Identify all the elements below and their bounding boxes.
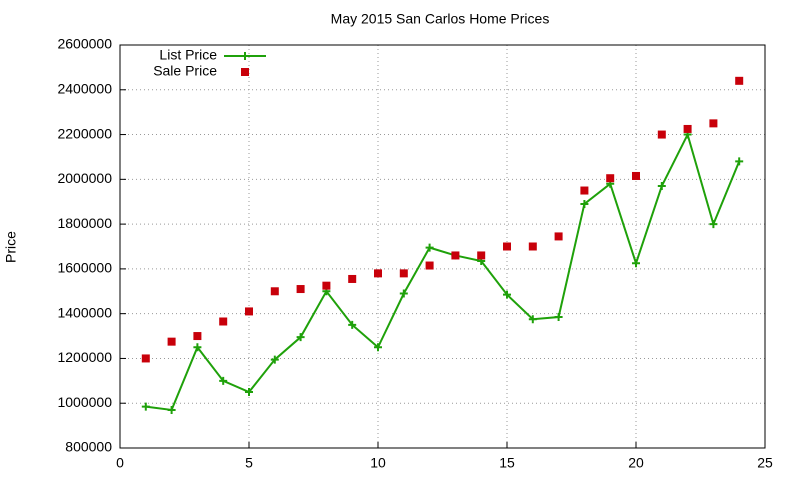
y-axis-label: Price bbox=[3, 231, 19, 263]
data-point bbox=[296, 285, 305, 294]
y-tick-label: 2200000 bbox=[57, 125, 112, 141]
legend-sample-marker bbox=[241, 52, 249, 60]
x-tick-label: 5 bbox=[245, 455, 253, 471]
data-point bbox=[270, 355, 279, 364]
data-point bbox=[632, 259, 640, 268]
data-point bbox=[735, 157, 744, 166]
y-tick-label: 1200000 bbox=[57, 349, 112, 365]
x-tick-label: 0 bbox=[116, 455, 124, 471]
data-point bbox=[554, 232, 563, 241]
y-tick-label: 1000000 bbox=[57, 394, 112, 410]
legend-label: List Price bbox=[159, 47, 217, 63]
x-tick-label: 20 bbox=[628, 455, 644, 471]
data-point bbox=[296, 333, 305, 342]
data-line bbox=[145, 131, 741, 412]
data-point bbox=[219, 376, 228, 385]
data-point bbox=[451, 251, 460, 260]
data-point bbox=[632, 171, 640, 180]
x-tick-label: 25 bbox=[757, 455, 773, 471]
data-point bbox=[528, 242, 537, 251]
data-point bbox=[503, 290, 511, 299]
chart-title: May 2015 San Carlos Home Prices bbox=[331, 11, 550, 27]
data-point bbox=[683, 124, 692, 133]
data-point bbox=[735, 76, 744, 85]
y-tick-label: 2400000 bbox=[57, 80, 112, 96]
x-tick-label: 10 bbox=[370, 455, 386, 471]
y-tick-label: 1800000 bbox=[57, 215, 112, 231]
x-tick-label: 15 bbox=[499, 455, 515, 471]
data-point bbox=[709, 119, 718, 128]
data-point bbox=[657, 182, 666, 191]
data-point bbox=[193, 332, 202, 341]
legend-sample-marker bbox=[241, 68, 249, 76]
data-point bbox=[348, 320, 357, 329]
data-point bbox=[141, 354, 150, 363]
data-point bbox=[167, 405, 176, 414]
data-point bbox=[167, 337, 176, 346]
data-point bbox=[399, 269, 408, 278]
data-point bbox=[580, 186, 589, 195]
data-point bbox=[348, 274, 357, 283]
data-point bbox=[528, 315, 537, 324]
y-tick-label: 2000000 bbox=[57, 170, 112, 186]
data-point bbox=[580, 199, 589, 208]
data-point bbox=[425, 243, 434, 252]
data-point bbox=[399, 289, 408, 298]
y-tick-label: 1400000 bbox=[57, 304, 112, 320]
legend-label: Sale Price bbox=[153, 63, 217, 79]
data-point bbox=[193, 343, 202, 352]
y-tick-label: 800000 bbox=[65, 439, 112, 455]
data-point bbox=[709, 220, 718, 229]
data-point bbox=[425, 261, 434, 270]
data-point bbox=[219, 317, 228, 326]
data-point bbox=[374, 343, 382, 352]
data-point bbox=[141, 402, 150, 411]
data-point bbox=[657, 130, 666, 139]
y-tick-label: 2600000 bbox=[57, 36, 112, 52]
data-point bbox=[374, 269, 382, 278]
data-point bbox=[503, 242, 511, 251]
data-point bbox=[270, 287, 279, 296]
plot-frame bbox=[119, 44, 766, 449]
data-point bbox=[245, 388, 253, 397]
data-point bbox=[606, 174, 615, 183]
data-point bbox=[322, 281, 331, 290]
data-point bbox=[477, 251, 486, 260]
y-tick-label: 1600000 bbox=[57, 260, 112, 276]
data-point bbox=[245, 307, 253, 316]
data-point bbox=[554, 313, 563, 322]
